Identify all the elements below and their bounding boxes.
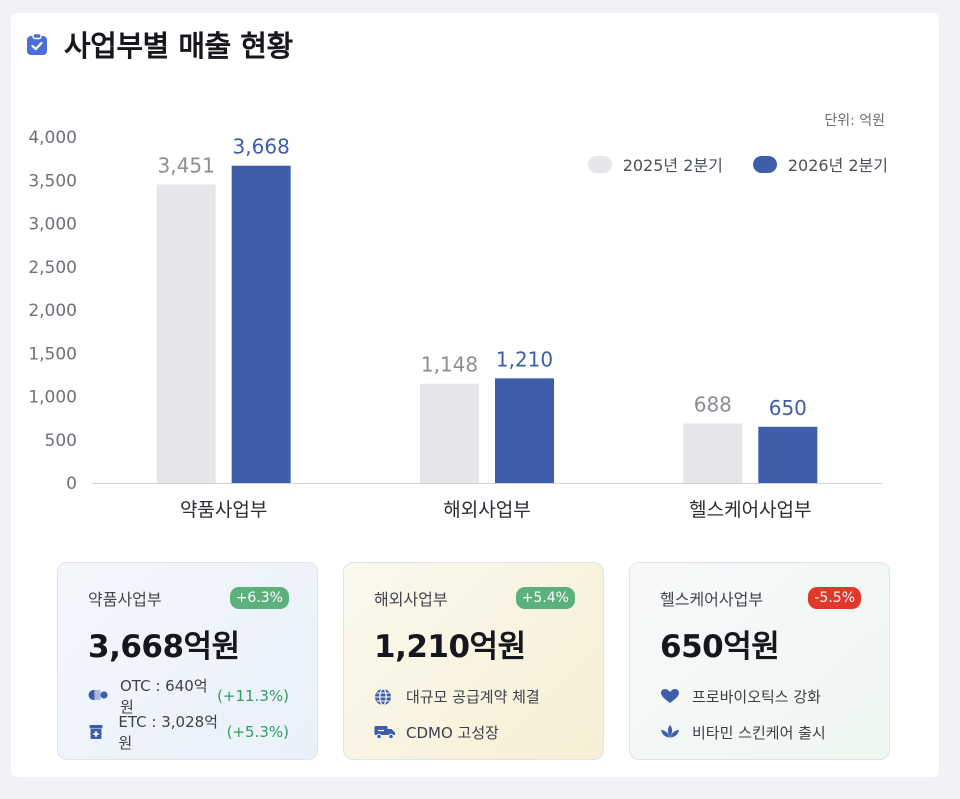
kpi-head: 약품사업부 +6.3% xyxy=(88,585,289,611)
y-tick-label: 2,500 xyxy=(28,258,77,278)
y-tick-label: 3,000 xyxy=(28,215,77,235)
legend-swatch-curr xyxy=(752,155,777,173)
bar-curr xyxy=(495,378,554,483)
kpi-details: OTC : 640억원 (+11.3%) ETC : 3,028억원 (+5.3%) xyxy=(88,677,289,752)
kpi-detail-row: ETC : 3,028억원 (+5.3%) xyxy=(88,713,289,752)
x-category-label: 헬스케어사업부 xyxy=(689,499,811,521)
kpi-detail-text: 프로바이오틱스 강화 xyxy=(692,687,821,706)
medicine-box-icon xyxy=(88,724,106,740)
kpi-detail-change: (+5.3%) xyxy=(226,723,289,741)
y-tick-label: 3,500 xyxy=(28,171,77,191)
legend-item-curr: 2026년 2분기 xyxy=(752,152,888,176)
kpi-change-badge-pharma: +6.3% xyxy=(229,587,289,609)
chart-legend: 2025년 2분기 2026년 2분기 xyxy=(558,152,888,176)
kpi-change-badge-overseas: +5.4% xyxy=(515,587,575,609)
kpi-detail-text: CDMO 고성장 xyxy=(406,723,499,742)
unit-label: 단위: 억원 xyxy=(824,113,885,129)
kpi-value-overseas: 1,210억원 xyxy=(374,629,526,665)
kpi-value-pharma: 3,668억원 xyxy=(88,629,240,665)
kpi-details: 대규모 공급계약 체결 CDMO 고성장 xyxy=(374,678,575,750)
bar-value-label: 688 xyxy=(694,392,732,416)
title-row: 사업부별 매출 현황 xyxy=(26,26,293,63)
kpi-detail-row: 대규모 공급계약 체결 xyxy=(374,678,575,714)
y-tick-label: 4,000 xyxy=(28,128,77,148)
legend-swatch-prev xyxy=(587,155,612,173)
lotus-icon xyxy=(660,724,680,740)
bar-prev xyxy=(420,383,479,483)
legend-label-prev: 2025년 2분기 xyxy=(622,156,723,175)
kpi-detail-row: 프로바이오틱스 강화 xyxy=(660,678,861,714)
kpi-value-healthcare: 650억원 xyxy=(660,629,780,665)
kpi-detail-row: OTC : 640억원 (+11.3%) xyxy=(88,677,289,716)
kpi-detail-row: CDMO 고성장 xyxy=(374,714,575,750)
pill-icon xyxy=(88,688,108,704)
globe-icon xyxy=(374,688,394,706)
kpi-head: 해외사업부 +5.4% xyxy=(374,585,575,611)
bar-prev xyxy=(683,423,743,483)
kpi-name-overseas: 해외사업부 xyxy=(374,590,448,609)
kpi-change-badge-healthcare: -5.5% xyxy=(808,587,861,609)
bar-value-label: 3,668 xyxy=(233,135,290,159)
bar-curr xyxy=(758,426,818,483)
y-tick-label: 500 xyxy=(45,431,77,451)
bar-value-label: 650 xyxy=(769,396,807,420)
x-category-label: 약품사업부 xyxy=(180,499,267,521)
page-title: 사업부별 매출 현황 xyxy=(64,29,293,63)
bar-prev xyxy=(156,184,216,483)
bar-chart: 0 500 1,000 1,500 2,000 2,500 3,000 3,500 4,000 3… xyxy=(28,128,882,521)
kpi-detail-text: OTC : 640억원 xyxy=(120,677,208,716)
bar-value-label: 1,148 xyxy=(421,353,478,377)
y-tick-label: 2,000 xyxy=(28,301,77,321)
kpi-name-pharma: 약품사업부 xyxy=(88,590,162,609)
bar-value-label: 3,451 xyxy=(158,153,215,177)
kpi-detail-text: 비타민 스킨케어 출시 xyxy=(692,723,826,742)
y-tick-label: 1,500 xyxy=(28,344,77,364)
y-tick-label: 0 xyxy=(66,474,77,494)
y-tick-label: 1,000 xyxy=(28,388,77,408)
kpi-detail-row: 비타민 스킨케어 출시 xyxy=(660,714,861,750)
truck-icon xyxy=(374,724,395,740)
bar-value-label: 1,210 xyxy=(496,347,553,371)
x-category-label: 해외사업부 xyxy=(443,499,530,521)
bar-curr xyxy=(231,165,291,483)
kpi-card-pharma: 약품사업부 +6.3% 3,668억원 OTC : 640억원 (+11.3%) ETC … xyxy=(57,562,318,760)
heart-icon xyxy=(660,688,680,704)
clipboard-check-icon xyxy=(26,32,48,55)
kpi-detail-change: (+11.3%) xyxy=(217,687,289,705)
kpi-detail-text: ETC : 3,028억원 xyxy=(118,713,218,752)
legend-label-curr: 2026년 2분기 xyxy=(787,156,888,175)
legend-item-prev: 2025년 2분기 xyxy=(587,152,723,176)
kpi-head: 헬스케어사업부 -5.5% xyxy=(660,585,861,611)
kpi-detail-text: 대규모 공급계약 체결 xyxy=(406,687,540,706)
kpi-name-healthcare: 헬스케어사업부 xyxy=(660,590,764,609)
